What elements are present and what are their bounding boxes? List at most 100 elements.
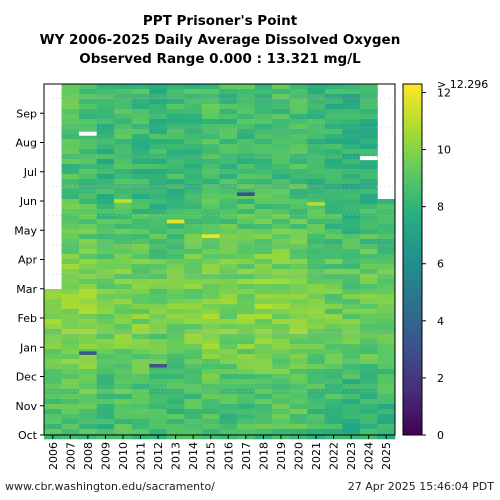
heatmap-cell xyxy=(44,354,62,360)
heatmap-cell xyxy=(114,294,133,300)
heatmap-cell xyxy=(149,244,168,250)
heatmap-cell xyxy=(201,224,220,230)
heatmap-cell xyxy=(272,99,290,105)
heatmap-cell xyxy=(114,414,133,420)
heatmap-cell xyxy=(324,409,343,415)
heatmap-cell xyxy=(184,144,203,150)
heatmap-cell xyxy=(44,389,62,395)
heatmap-cell xyxy=(219,84,238,90)
heatmap-cell xyxy=(131,309,150,315)
heatmap-cell xyxy=(342,154,361,160)
heatmap-cell xyxy=(219,144,238,150)
heatmap-cell xyxy=(79,394,97,400)
heatmap-cell xyxy=(359,344,378,350)
heatmap-cell xyxy=(254,294,273,300)
heatmap-cell xyxy=(166,419,185,425)
heatmap-cell xyxy=(79,264,97,270)
heatmap-cell xyxy=(131,189,150,195)
heatmap-cell xyxy=(114,134,133,140)
heatmap-cell xyxy=(254,134,273,140)
heatmap-cell xyxy=(79,154,97,160)
heatmap-cell xyxy=(184,139,203,145)
heatmap-cell xyxy=(79,189,97,195)
heatmap-cell xyxy=(44,344,62,350)
heatmap-cell xyxy=(149,239,168,245)
heatmap-cell xyxy=(96,109,115,115)
heatmap-cell xyxy=(307,249,326,255)
heatmap-cell xyxy=(359,339,378,345)
heatmap-cell xyxy=(166,99,185,105)
heatmap-cell xyxy=(219,409,238,415)
heatmap-cell xyxy=(96,129,115,135)
heatmap-cell xyxy=(289,234,308,240)
heatmap-cell xyxy=(307,199,326,205)
heatmap-cell xyxy=(272,294,290,300)
heatmap-cell xyxy=(359,329,378,335)
heatmap-notable-cell xyxy=(166,219,185,224)
heatmap-cell xyxy=(201,279,220,285)
heatmap-cell xyxy=(289,309,308,315)
heatmap-cell xyxy=(96,309,115,315)
heatmap-cell xyxy=(61,89,80,95)
heatmap-cell xyxy=(272,259,290,265)
heatmap-cell xyxy=(96,214,115,220)
heatmap-cell xyxy=(166,189,185,195)
heatmap-cell xyxy=(272,364,290,370)
heatmap-cell xyxy=(359,139,378,145)
heatmap-cell xyxy=(254,219,273,225)
heatmap-cell xyxy=(324,149,343,155)
heatmap-cell xyxy=(61,279,80,285)
heatmap-cell xyxy=(359,409,378,415)
heatmap-cell xyxy=(324,174,343,180)
heatmap-cell xyxy=(131,124,150,130)
heatmap-cell xyxy=(166,374,185,380)
heatmap-cell xyxy=(237,414,255,420)
heatmap-cell xyxy=(201,314,220,320)
heatmap-cell xyxy=(359,309,378,315)
heatmap-cell xyxy=(219,329,238,335)
heatmap-cell xyxy=(79,194,97,200)
heatmap-cell xyxy=(114,254,133,260)
heatmap-cell xyxy=(307,159,326,165)
heatmap-cell xyxy=(79,179,97,185)
heatmap-cell xyxy=(61,104,80,110)
heatmap-cell xyxy=(342,144,361,150)
heatmap-cell xyxy=(237,224,255,230)
heatmap-cell xyxy=(377,429,396,435)
footer-url[interactable]: www.cbr.washington.edu/sacramento/ xyxy=(5,480,215,493)
heatmap-cell xyxy=(359,324,378,330)
heatmap-cell xyxy=(237,314,255,320)
heatmap-cell xyxy=(377,344,396,350)
heatmap-cell xyxy=(114,329,133,335)
heatmap-cell xyxy=(201,269,220,275)
heatmap-cell xyxy=(377,249,396,255)
heatmap-cell xyxy=(219,324,238,330)
x-tick-label: 2021 xyxy=(310,442,323,470)
heatmap-cell xyxy=(342,254,361,260)
heatmap-cell xyxy=(184,274,203,280)
heatmap-cell xyxy=(237,319,255,325)
colorbar-tick-label: 6 xyxy=(437,258,444,271)
heatmap-cell xyxy=(237,179,255,185)
heatmap-cell xyxy=(131,129,150,135)
heatmap-cell xyxy=(96,394,115,400)
heatmap-cell xyxy=(114,154,133,160)
heatmap-cell xyxy=(324,314,343,320)
heatmap-cell xyxy=(219,314,238,320)
heatmap-cell xyxy=(96,144,115,150)
heatmap-cell xyxy=(307,374,326,380)
heatmap-cell xyxy=(96,89,115,95)
heatmap-cell xyxy=(96,194,115,200)
heatmap-cell xyxy=(61,184,80,190)
heatmap-cell xyxy=(289,129,308,135)
heatmap-cell xyxy=(237,184,255,190)
heatmap-cell xyxy=(272,239,290,245)
heatmap-cell xyxy=(114,279,133,285)
heatmap-cell xyxy=(184,214,203,220)
heatmap-cell xyxy=(307,169,326,175)
heatmap-cell xyxy=(342,89,361,95)
heatmap-cell xyxy=(184,89,203,95)
heatmap-cell xyxy=(359,109,378,115)
heatmap-cell xyxy=(219,159,238,165)
heatmap-cell xyxy=(96,279,115,285)
